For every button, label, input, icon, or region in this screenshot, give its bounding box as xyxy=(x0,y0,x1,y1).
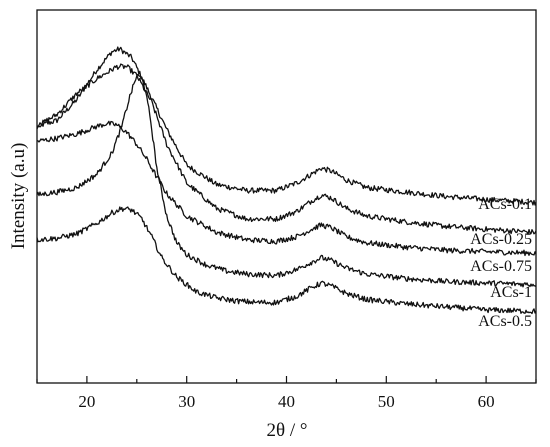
series-group xyxy=(36,46,537,315)
x-tick-label: 50 xyxy=(378,392,395,411)
x-tick-label: 30 xyxy=(178,392,195,411)
x-axis-tick-labels: 20 30 40 50 60 xyxy=(78,392,494,411)
series-label-acs-0-75: ACs-0.75 xyxy=(470,258,532,275)
x-tick-label: 20 xyxy=(78,392,95,411)
series-label-acs-1: ACs-1 xyxy=(490,284,532,301)
series-label-acs-0-5: ACs-0.5 xyxy=(478,313,532,330)
series-line-acs-0-75 xyxy=(36,120,537,257)
series-label-acs-0-25: ACs-0.25 xyxy=(470,231,532,248)
series-labels: ACs-0.1 ACs-0.25 ACs-0.75 ACs-1 ACs-0.5 xyxy=(470,196,532,330)
series-line-acs-1 xyxy=(36,73,537,288)
plot-frame xyxy=(36,9,537,384)
x-tick-label: 40 xyxy=(278,392,295,411)
series-line-acs-0-5 xyxy=(36,206,537,315)
y-axis-title: Intensity (a.u) xyxy=(8,143,29,250)
series-label-acs-0-1: ACs-0.1 xyxy=(478,196,532,213)
x-tick-label: 60 xyxy=(478,392,495,411)
series-line-acs-0-25 xyxy=(36,63,537,235)
x-axis-title: 2θ / ° xyxy=(267,420,308,441)
x-axis-ticks xyxy=(36,376,537,383)
series-line-acs-0-1 xyxy=(36,46,537,206)
